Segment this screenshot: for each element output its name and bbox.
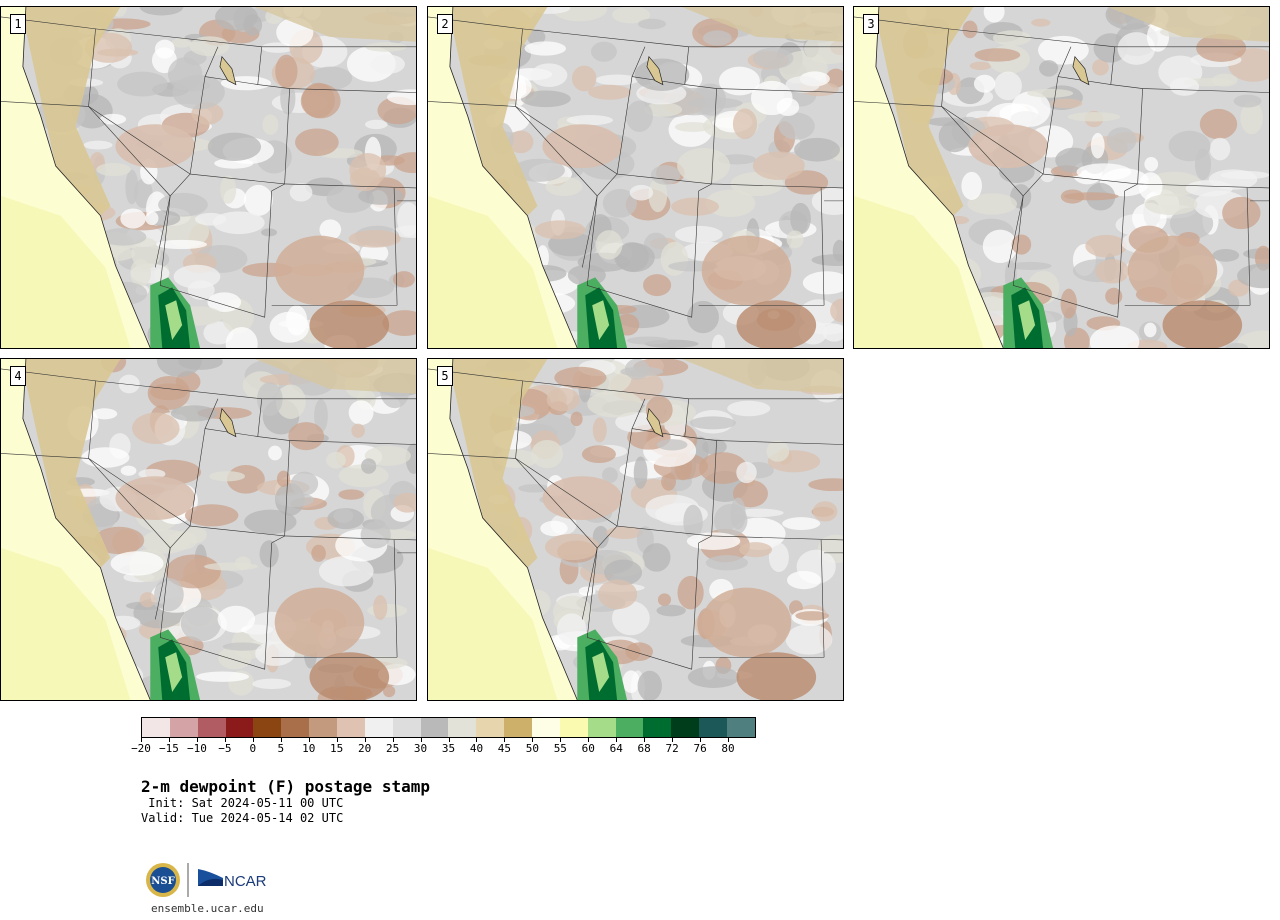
colorbar-tick-label: 40: [469, 742, 484, 755]
colorbar-tick: [672, 737, 674, 742]
colorbar-swatches: [141, 717, 756, 738]
colorbar-swatch: [559, 718, 588, 737]
colorbar-tick: [644, 737, 646, 742]
colorbar-tick: [504, 737, 506, 742]
dewpoint-map: [854, 7, 1269, 348]
colorbar-tick-label: 0: [249, 742, 257, 755]
colorbar-tick: [588, 737, 590, 742]
colorbar-swatch: [476, 718, 505, 737]
colorbar-swatch: [337, 718, 365, 737]
colorbar-tick-label: 68: [637, 742, 651, 755]
colorbar-tick-label: 72: [665, 742, 679, 755]
colorbar-tick-label: 10: [302, 742, 316, 755]
colorbar-ticks: −20 −15 −10 −5 0 5 10 15 20 25 30 35 40 45 50 55 60 64 68 7…: [131, 737, 756, 755]
colorbar-tick-label: 80: [721, 742, 735, 755]
colorbar: −20 −15 −10 −5 0 5 10 15 20 25 30 35 40 45 50 55 60 64 68 7…: [131, 717, 756, 755]
colorbar-tick-label: 25: [385, 742, 400, 755]
colorbar-swatch: [142, 718, 170, 737]
dewpoint-map: [428, 7, 843, 348]
colorbar-tick: [392, 737, 394, 742]
valid-time: Valid: Tue 2024-05-14 02 UTC: [141, 811, 344, 825]
colorbar-tick: [364, 737, 366, 742]
nsf-logo-text: NSF: [151, 876, 174, 887]
member-panel: 1: [0, 6, 417, 349]
colorbar-tick: [420, 737, 422, 742]
dewpoint-map: [1, 359, 416, 700]
colorbar-tick-label: −5: [218, 742, 232, 755]
colorbar-tick-label: 64: [609, 742, 623, 755]
member-number-label: 3: [863, 14, 879, 34]
colorbar-tick-label: 55: [553, 742, 567, 755]
colorbar-swatch: [281, 718, 310, 737]
colorbar-swatch: [615, 718, 644, 737]
colorbar-tick: [308, 737, 310, 742]
colorbar-tick: [252, 737, 254, 742]
colorbar-tick-label: −10: [186, 742, 207, 755]
colorbar-swatch: [727, 718, 755, 737]
member-panel: 4: [0, 358, 417, 701]
colorbar-tick: [141, 737, 142, 742]
colorbar-swatch: [169, 718, 198, 737]
init-time: Init: Sat 2024-05-11 00 UTC: [141, 796, 344, 810]
colorbar-tick-label: 20: [358, 742, 372, 755]
colorbar-swatch: [448, 718, 477, 737]
colorbar-tick-label: 45: [497, 742, 512, 755]
colorbar-swatch: [197, 718, 226, 737]
member-number-label: 5: [437, 366, 453, 386]
colorbar-tick: [448, 737, 450, 742]
dewpoint-map: [428, 359, 843, 700]
colorbar-swatch: [671, 718, 700, 737]
member-number-label: 4: [10, 366, 26, 386]
colorbar-swatch: [699, 718, 728, 737]
colorbar-swatch: [532, 718, 560, 737]
plot-title: 2-m dewpoint (F) postage stamp: [141, 777, 430, 796]
colorbar-tick: [616, 737, 618, 742]
colorbar-tick-label: 35: [441, 742, 456, 755]
colorbar-tick: [280, 737, 282, 742]
dewpoint-map: [1, 7, 416, 348]
colorbar-swatch: [504, 718, 533, 737]
member-panel: 2: [427, 6, 844, 349]
member-panel: 5: [427, 358, 844, 701]
colorbar-tick: [224, 737, 226, 742]
colorbar-tick-label: 76: [693, 742, 707, 755]
nsf-seal-icon: NSF: [146, 863, 180, 897]
member-panel: 3: [853, 6, 1270, 349]
colorbar-tick-label: 15: [330, 742, 344, 755]
colorbar-tick: [728, 737, 730, 742]
colorbar-swatch: [392, 718, 421, 737]
colorbar-tick-label: 50: [525, 742, 539, 755]
nsf-ncar-logo: NSF NCAR: [146, 863, 267, 897]
colorbar-swatch: [364, 718, 393, 737]
member-number-label: 1: [10, 14, 26, 34]
colorbar-tick: [336, 737, 338, 742]
ncar-logo-icon: NCAR: [198, 869, 267, 890]
colorbar-tick: [560, 737, 562, 742]
colorbar-swatch: [225, 718, 254, 737]
colorbar-tick: [700, 737, 702, 742]
website-url: ensemble.ucar.edu: [151, 902, 264, 915]
member-number-label: 2: [437, 14, 453, 34]
colorbar-tick: [476, 737, 478, 742]
colorbar-swatch: [643, 718, 672, 737]
colorbar-swatch: [587, 718, 616, 737]
colorbar-tick-label: 30: [413, 742, 428, 755]
colorbar-swatch: [309, 718, 338, 737]
colorbar-tick-label: −15: [159, 742, 179, 755]
ncar-logo-text: NCAR: [224, 873, 267, 890]
colorbar-tick: [196, 737, 198, 742]
colorbar-swatch: [253, 718, 282, 737]
colorbar-tick: [532, 737, 534, 742]
colorbar-tick: [168, 737, 170, 742]
colorbar-swatch: [420, 718, 449, 737]
colorbar-tick-label: 60: [581, 742, 595, 755]
colorbar-tick-label: −20: [131, 742, 151, 755]
colorbar-tick-label: 5: [277, 742, 285, 755]
